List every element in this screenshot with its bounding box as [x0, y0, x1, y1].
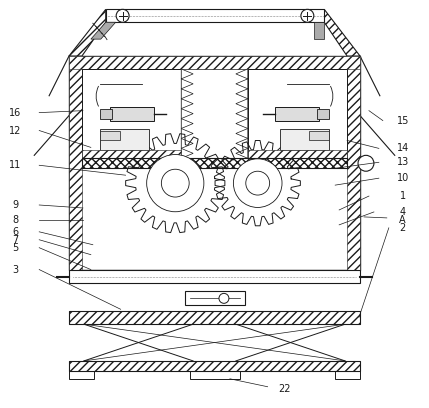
Text: 4: 4: [400, 207, 406, 217]
Polygon shape: [236, 69, 248, 79]
Polygon shape: [181, 79, 193, 89]
Text: 13: 13: [396, 157, 409, 167]
Bar: [69, 371, 94, 379]
Text: 3: 3: [12, 264, 18, 275]
Bar: [110, 106, 154, 121]
Polygon shape: [91, 22, 116, 39]
Text: 7: 7: [12, 235, 18, 245]
Bar: [69, 270, 360, 284]
Bar: [280, 129, 329, 151]
Bar: [100, 131, 120, 140]
Polygon shape: [236, 99, 248, 109]
Text: 8: 8: [12, 215, 18, 225]
Polygon shape: [236, 119, 248, 129]
Circle shape: [161, 169, 189, 197]
Circle shape: [246, 171, 269, 195]
Bar: [106, 9, 324, 22]
Bar: [82, 69, 181, 158]
Polygon shape: [236, 79, 248, 89]
Polygon shape: [236, 138, 248, 149]
Polygon shape: [314, 22, 324, 39]
Bar: [69, 56, 82, 270]
Bar: [185, 291, 245, 305]
Text: 11: 11: [9, 160, 21, 170]
Bar: [82, 158, 347, 168]
Text: 22: 22: [278, 384, 291, 394]
Bar: [69, 311, 360, 324]
Text: 15: 15: [396, 115, 409, 126]
Text: 9: 9: [12, 200, 18, 210]
Bar: [69, 56, 360, 69]
Bar: [248, 69, 347, 158]
Text: 1: 1: [400, 191, 406, 201]
Bar: [100, 109, 112, 119]
Text: 12: 12: [9, 126, 21, 135]
Polygon shape: [181, 129, 193, 138]
Bar: [317, 109, 329, 119]
Text: 10: 10: [396, 173, 409, 183]
Text: 5: 5: [12, 243, 18, 253]
Polygon shape: [236, 89, 248, 99]
Polygon shape: [181, 138, 193, 149]
Bar: [69, 311, 360, 324]
Text: 6: 6: [12, 227, 18, 237]
Text: A: A: [399, 215, 406, 225]
Polygon shape: [236, 129, 248, 138]
Bar: [275, 106, 319, 121]
Text: 16: 16: [9, 108, 21, 118]
Bar: [347, 56, 360, 270]
Polygon shape: [181, 89, 193, 99]
Circle shape: [233, 159, 282, 207]
Bar: [69, 56, 360, 270]
Bar: [82, 158, 347, 168]
Circle shape: [301, 9, 314, 22]
Polygon shape: [181, 99, 193, 109]
Polygon shape: [181, 109, 193, 119]
Polygon shape: [236, 149, 248, 158]
Bar: [82, 151, 181, 158]
Bar: [248, 151, 347, 158]
Circle shape: [219, 293, 229, 303]
Text: 2: 2: [399, 223, 406, 233]
Bar: [335, 371, 360, 379]
Polygon shape: [181, 149, 193, 158]
Polygon shape: [324, 9, 360, 56]
Text: 14: 14: [396, 143, 409, 153]
Polygon shape: [181, 119, 193, 129]
Bar: [69, 361, 360, 371]
Polygon shape: [236, 109, 248, 119]
Circle shape: [358, 155, 374, 171]
Bar: [309, 131, 329, 140]
Bar: [100, 129, 149, 151]
Circle shape: [116, 9, 129, 22]
Polygon shape: [181, 69, 193, 79]
Bar: [82, 69, 347, 158]
Bar: [69, 361, 360, 371]
Bar: [190, 371, 240, 379]
Circle shape: [147, 155, 204, 212]
Polygon shape: [69, 9, 106, 56]
